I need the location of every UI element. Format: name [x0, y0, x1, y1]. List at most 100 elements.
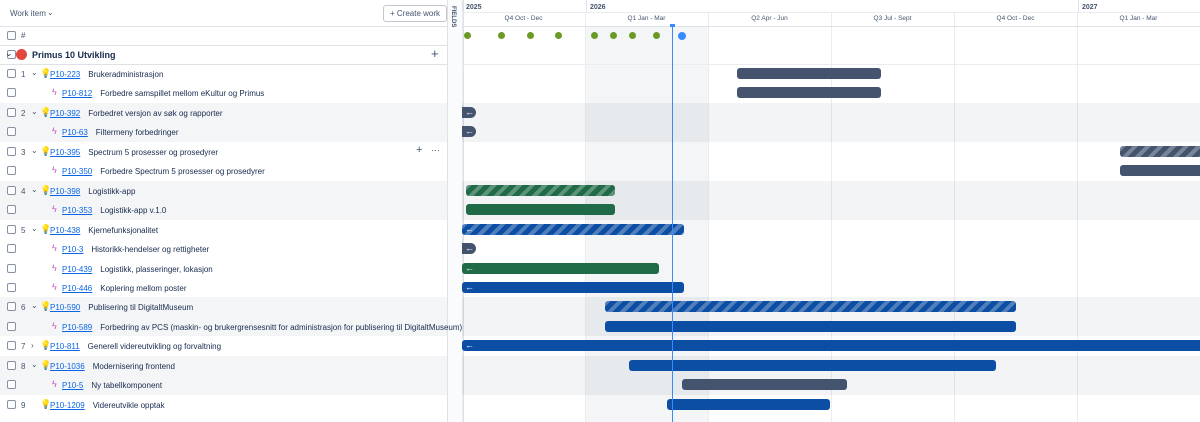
timeline-bar[interactable]: ← [462, 106, 476, 118]
issue-key[interactable]: P10-63 [62, 128, 88, 138]
issue-key[interactable]: P10-1209 [50, 400, 85, 410]
checkbox[interactable] [7, 244, 16, 254]
checkbox[interactable] [7, 399, 16, 409]
checkbox[interactable] [7, 302, 16, 312]
checkbox[interactable] [7, 127, 16, 137]
issue-key[interactable]: P10-392 [50, 108, 81, 118]
idea-icon: 💡 [40, 106, 52, 117]
more[interactable]: ··· [431, 144, 440, 155]
checkbox[interactable] [7, 360, 16, 370]
issue-key[interactable]: P10-350 [62, 167, 93, 177]
chevron[interactable]: ⌄ [31, 106, 38, 116]
issue-key[interactable]: P10-1036 [50, 361, 85, 371]
issue-key[interactable]: P10-395 [50, 147, 81, 157]
timeline-bar[interactable] [737, 68, 881, 79]
chevron[interactable]: ⌄ [31, 359, 38, 369]
issue-key[interactable]: P10-438 [50, 225, 81, 235]
issue-key[interactable]: P10-446 [62, 283, 93, 293]
checkbox[interactable] [7, 69, 16, 78]
timeline-bar[interactable] [682, 379, 847, 391]
checkbox[interactable] [7, 205, 16, 215]
checkbox[interactable] [7, 321, 16, 331]
row-text: P10-5 Ny tabellkomponent [62, 381, 162, 390]
add[interactable]: + [431, 46, 439, 61]
timeline-bar[interactable] [1120, 145, 1200, 157]
chevron[interactable]: ⌄ [47, 8, 54, 17]
issue-summary: Ny tabellkomponent [91, 381, 163, 391]
column-title[interactable]: Work item [10, 9, 46, 18]
issue-key[interactable]: P10-812 [62, 89, 93, 99]
issue-key[interactable]: P10-589 [62, 322, 93, 332]
checkbox[interactable] [7, 380, 16, 390]
issue-summary: Filtermeny forbedringer [95, 128, 179, 138]
chevron[interactable]: ⌄ [31, 68, 38, 77]
checkbox[interactable] [7, 88, 16, 98]
checkbox[interactable] [7, 263, 16, 273]
milestone[interactable] [554, 32, 562, 39]
timeline-bar[interactable]: ← [462, 340, 1200, 352]
milestone[interactable] [652, 32, 660, 39]
timeline-bar[interactable] [605, 301, 1016, 313]
checkbox[interactable] [7, 224, 16, 234]
chevron[interactable]: › [31, 341, 34, 351]
milestone[interactable] [526, 32, 534, 39]
timeline-bar[interactable] [466, 184, 615, 196]
milestone[interactable] [628, 32, 636, 39]
issue-key[interactable]: P10-5 [62, 381, 84, 391]
timeline-bar[interactable] [737, 87, 881, 99]
row-number: 5 [21, 225, 26, 235]
timeline-bar[interactable] [629, 359, 996, 371]
collapse[interactable]: ⌄ [5, 48, 13, 58]
milestone[interactable] [609, 32, 617, 39]
milestone[interactable] [463, 32, 471, 39]
checkbox[interactable] [7, 166, 16, 176]
fields-label[interactable]: FIELDS [450, 6, 456, 28]
checkbox[interactable] [7, 282, 16, 292]
row: ϟ P10-439 Logistikk, plasseringer, lokasjo… [0, 259, 447, 278]
milestone[interactable] [590, 32, 598, 39]
checkbox[interactable] [7, 107, 16, 117]
row: 8 ⌄ 💡 P10-1036 Modernisering frontend [0, 355, 447, 376]
checkbox[interactable] [7, 31, 16, 40]
row: ϟ P10-63 Filtermeny forbedringer [0, 122, 447, 142]
issue-key[interactable]: P10-811 [50, 342, 80, 352]
issue-summary: Koplering mellom poster [100, 283, 187, 293]
checkbox[interactable] [7, 341, 16, 351]
chevron[interactable]: ⌄ [31, 184, 38, 194]
timeline-bar[interactable]: ← [462, 126, 476, 138]
add[interactable]: + [416, 143, 423, 156]
issue-key[interactable]: P10-223 [50, 70, 81, 79]
checkbox[interactable] [7, 50, 16, 59]
timeline-bar[interactable]: ← [462, 223, 684, 235]
issue-key[interactable]: P10-353 [62, 206, 93, 216]
issue-key[interactable]: P10-398 [50, 186, 81, 196]
fields-tab[interactable]: FIELDS [447, 0, 464, 422]
create-button[interactable]: + Create work [383, 5, 448, 22]
timeline-bar[interactable] [667, 398, 830, 410]
milestone[interactable] [497, 32, 505, 39]
chevron[interactable]: ⌄ [31, 223, 38, 233]
chevron[interactable]: ⌄ [31, 301, 38, 311]
timeline: Q4 Oct - Dec Q1 Jan - Mar Q2 Apr - Jun Q3 J… [462, 0, 1200, 422]
idea-icon: 💡 [40, 301, 52, 312]
issue-key[interactable]: P10-439 [62, 264, 93, 274]
timeline-bar[interactable]: ← [462, 262, 659, 274]
quarter-line [954, 13, 955, 422]
checkbox[interactable] [7, 146, 16, 156]
timeline-bar[interactable] [466, 204, 615, 216]
row-number: 8 [21, 361, 26, 371]
timeline-bar[interactable] [605, 320, 1016, 332]
row-text: P10-398 Logistikk-app [50, 187, 135, 196]
milestone-current[interactable] [678, 31, 686, 40]
issue-summary: Kjernefunksjonalitet [88, 225, 159, 235]
quarter-label: Q2 Apr - Jun [751, 15, 788, 22]
issue-key[interactable]: P10-3 [62, 245, 84, 255]
timeline-bar[interactable]: ← [462, 243, 476, 255]
chevron[interactable]: ⌄ [31, 145, 38, 155]
issue-key[interactable]: P10-590 [50, 303, 81, 313]
row: ϟ P10-350 Forbedre Spectrum 5 prosesser og… [0, 161, 447, 180]
timeline-bar[interactable]: ← [462, 281, 684, 293]
checkbox[interactable] [7, 185, 16, 195]
timeline-bar[interactable] [1120, 165, 1200, 177]
row-text: P10-439 Logistikk, plasseringer, lokasjon [62, 265, 213, 274]
